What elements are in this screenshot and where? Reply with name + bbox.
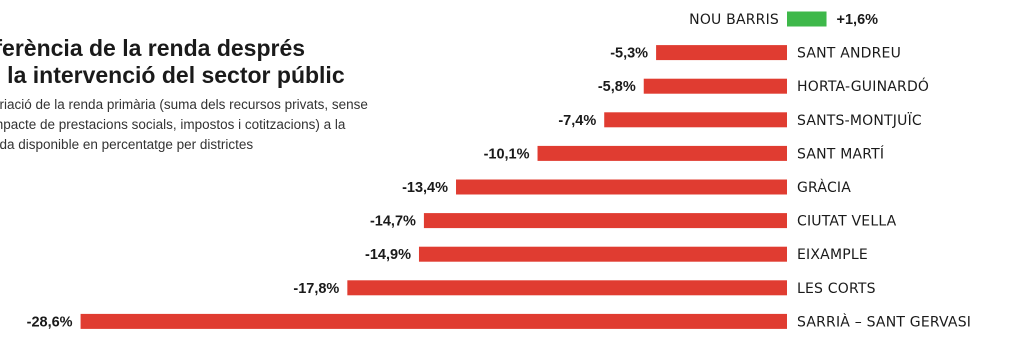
bar-row: -13,4% GRÀCIA bbox=[402, 179, 851, 196]
data-label: -5,8% bbox=[598, 79, 636, 95]
chart-title: iferència de la renda després e la inter… bbox=[0, 35, 345, 89]
bar bbox=[537, 145, 787, 161]
bar-row: -7,4% SANTS-MONTJUÏC bbox=[558, 111, 922, 129]
data-label: -13,4% bbox=[402, 180, 448, 196]
bar-row: -5,8% HORTA-GUINARDÓ bbox=[598, 77, 929, 95]
bar bbox=[423, 213, 787, 229]
bar bbox=[418, 246, 787, 262]
data-label: -10,1% bbox=[484, 146, 530, 162]
category-label: LES CORTS bbox=[797, 281, 876, 297]
bar-row: -17,8% LES CORTS bbox=[293, 280, 876, 297]
bar-row: +1,6% NOU BARRIS bbox=[689, 11, 879, 28]
bar bbox=[456, 179, 787, 195]
category-label: SANT MARTÍ bbox=[797, 145, 884, 162]
chart-subtitle: ariació de la renda primària (suma dels … bbox=[0, 95, 368, 155]
data-label: +1,6% bbox=[837, 12, 879, 28]
bar bbox=[787, 11, 827, 27]
category-label: SARRIÀ – SANT GERVASI bbox=[797, 313, 971, 330]
bar-row: -10,1% SANT MARTÍ bbox=[484, 145, 884, 162]
bar bbox=[643, 78, 787, 94]
category-label: HORTA-GUINARDÓ bbox=[797, 77, 929, 95]
category-label: SANT ANDREU bbox=[797, 46, 901, 62]
chart-title-line: e la intervenció del sector públic bbox=[0, 62, 345, 88]
category-label: CIUTAT VELLA bbox=[797, 214, 897, 230]
category-label: NOU BARRIS bbox=[689, 12, 779, 28]
data-label: -28,6% bbox=[27, 314, 73, 330]
chart-title-line: iferència de la renda després bbox=[0, 35, 306, 61]
chart-subtitle-line: ariació de la renda primària (suma dels … bbox=[0, 97, 368, 112]
chart-subtitle-line: mpacte de prestacions socials, impostos … bbox=[0, 117, 346, 132]
data-label: -14,7% bbox=[370, 214, 416, 230]
bar bbox=[80, 313, 787, 329]
data-label: -5,3% bbox=[610, 46, 648, 62]
bar-row: -28,6% SARRIÀ – SANT GERVASI bbox=[27, 313, 971, 330]
bar-row: -14,9% EIXAMPLE bbox=[365, 246, 868, 263]
category-label: SANTS-MONTJUÏC bbox=[797, 111, 922, 129]
data-label: -17,8% bbox=[293, 281, 339, 297]
bar-row: -5,3% SANT ANDREU bbox=[610, 45, 901, 62]
category-label: EIXAMPLE bbox=[797, 247, 868, 263]
bar bbox=[604, 112, 787, 128]
data-label: -14,9% bbox=[365, 247, 411, 263]
chart-subtitle-line: nda disponible en percentatge per distri… bbox=[0, 137, 254, 152]
data-label: -7,4% bbox=[558, 113, 596, 129]
bar bbox=[347, 280, 787, 296]
bar-row: -14,7% CIUTAT VELLA bbox=[370, 213, 897, 230]
category-label: GRÀCIA bbox=[797, 179, 851, 196]
bar bbox=[656, 45, 787, 61]
